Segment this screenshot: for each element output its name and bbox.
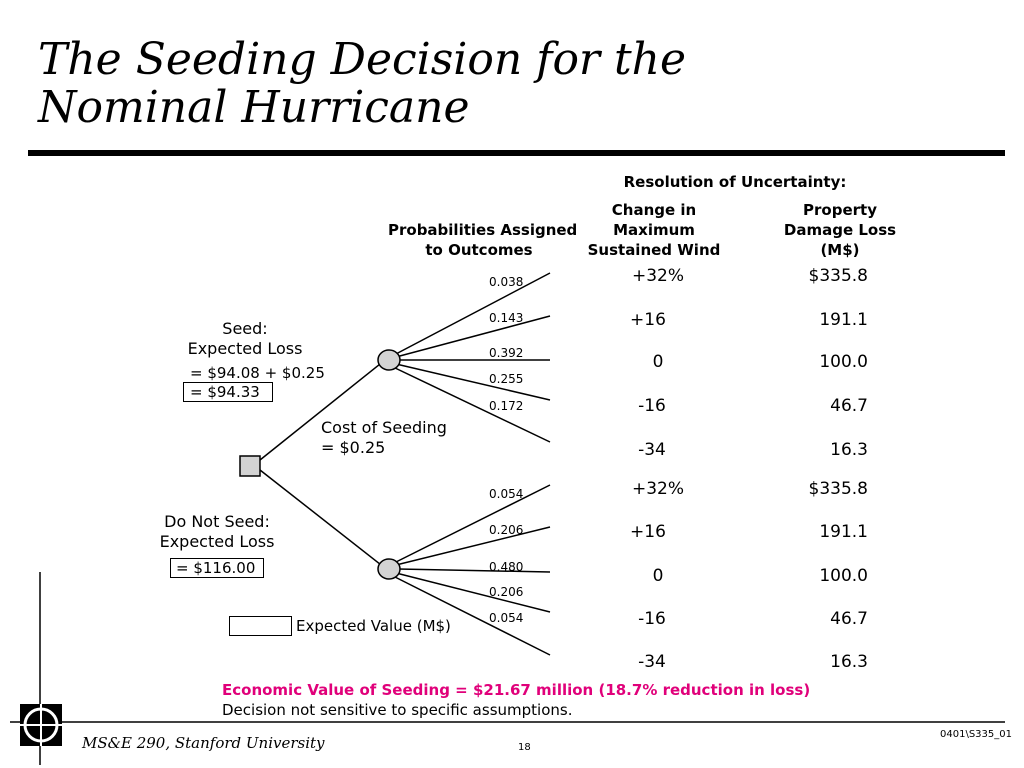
damage-header-line1: Property	[803, 201, 877, 219]
probabilities-header-line1: Probabilities Assigned	[388, 221, 578, 239]
seed-damage: 16.3	[830, 440, 868, 460]
no-seed-wind-change: +16	[630, 522, 666, 542]
sensitivity-statement: Decision not sensitive to specific assum…	[222, 701, 573, 719]
no-seed-outcome-line	[393, 484, 551, 564]
no-seed-outcome-line	[395, 526, 551, 566]
seed-calc: = $94.08 + $0.25	[190, 364, 325, 382]
no-seed-probability: 0.480	[489, 560, 524, 574]
no-seed-probability: 0.054	[489, 487, 524, 501]
no-seed-probability: 0.206	[489, 585, 524, 599]
seed-wind-change: -34	[638, 440, 666, 460]
page-number: 18	[518, 742, 531, 753]
no-seed-label: Do Not Seed: Expected Loss	[142, 512, 292, 552]
no-seed-wind-change: -34	[638, 652, 666, 672]
seed-wind-change: 0	[652, 352, 664, 372]
no-seed-branch-line	[259, 469, 386, 569]
no-seed-label-line2: Expected Loss	[159, 532, 275, 551]
seed-probability: 0.038	[489, 275, 524, 289]
no-seed-outcome-line	[397, 568, 551, 573]
slide-code: 0401\S335_01	[940, 729, 1012, 740]
wind-header-line2: Maximum	[613, 221, 695, 239]
no-seed-probability: 0.054	[489, 611, 524, 625]
decision-node	[239, 455, 261, 477]
seed-damage: 191.1	[819, 310, 868, 330]
no-seed-outcome-line	[392, 575, 551, 656]
seed-chance-node	[377, 349, 401, 371]
no-seed-wind-change: -16	[638, 609, 666, 629]
seed-damage: 46.7	[830, 396, 868, 416]
no-seed-expected-value: = $116.00	[176, 559, 256, 577]
cost-of-seeding-line1: Cost of Seeding	[321, 418, 447, 437]
no-seed-probability: 0.206	[489, 523, 524, 537]
cost-of-seeding: Cost of Seeding = $0.25	[321, 418, 447, 458]
seed-label: Seed: Expected Loss	[170, 319, 320, 359]
title-line-1: The Seeding Decision for the	[38, 34, 687, 85]
seed-wind-change: -16	[638, 396, 666, 416]
seed-wind-change: +16	[630, 310, 666, 330]
no-seed-label-line1: Do Not Seed:	[164, 512, 270, 531]
seed-outcome-line	[392, 366, 551, 443]
seed-expected-value: = $94.33	[190, 383, 260, 401]
damage-header-line3: (M$)	[820, 241, 860, 259]
seed-probability: 0.172	[489, 399, 524, 413]
resolution-header: Resolution of Uncertainty:	[623, 173, 847, 191]
no-seed-chance-node	[377, 558, 401, 580]
no-seed-wind-change: +32%	[631, 479, 685, 499]
title-rule	[28, 150, 1005, 156]
seed-label-line2: Expected Loss	[187, 339, 303, 358]
seed-outcome-line	[395, 315, 551, 358]
seed-label-line1: Seed:	[222, 319, 268, 338]
economic-value-statement: Economic Value of Seeding = $21.67 milli…	[222, 681, 811, 699]
legend-label: Expected Value (M$)	[296, 617, 451, 635]
damage-header-line2: Damage Loss	[783, 221, 897, 239]
no-seed-damage: 16.3	[830, 652, 868, 672]
title-line-2: Nominal Hurricane	[38, 82, 470, 133]
seed-probability: 0.143	[489, 311, 524, 325]
no-seed-damage: $335.8	[808, 479, 868, 499]
slide-title: The Seeding Decision for the Nominal Hur…	[38, 36, 686, 132]
legend-box	[229, 616, 292, 636]
no-seed-wind-change: 0	[652, 566, 664, 586]
no-seed-outcome-line	[395, 572, 551, 613]
no-seed-damage: 191.1	[819, 522, 868, 542]
no-seed-expected-value-box	[170, 558, 264, 578]
seed-probability: 0.392	[489, 346, 524, 360]
seed-expected-value-box	[183, 382, 273, 402]
no-seed-damage: 46.7	[830, 609, 868, 629]
seed-outcome-line	[395, 363, 551, 401]
seed-damage: $335.8	[808, 266, 868, 286]
damage-header: Property Damage Loss (M$)	[770, 200, 910, 260]
cost-of-seeding-line2: = $0.25	[321, 438, 386, 457]
seed-outcome-line	[393, 272, 551, 356]
no-seed-damage: 100.0	[819, 566, 868, 586]
seed-probability: 0.255	[489, 372, 524, 386]
probabilities-header-line2: to Outcomes	[425, 241, 533, 259]
footer-course: MS&E 290, Stanford University	[82, 734, 325, 752]
wind-header-line1: Change in	[611, 201, 697, 219]
seed-damage: 100.0	[819, 352, 868, 372]
seed-wind-change: +32%	[631, 266, 685, 286]
wind-header-line3: Sustained Wind	[587, 241, 721, 259]
wind-header: Change in Maximum Sustained Wind	[584, 200, 724, 260]
probabilities-header: Probabilities Assigned to Outcomes	[388, 220, 578, 260]
seed-branch-line	[259, 359, 386, 461]
